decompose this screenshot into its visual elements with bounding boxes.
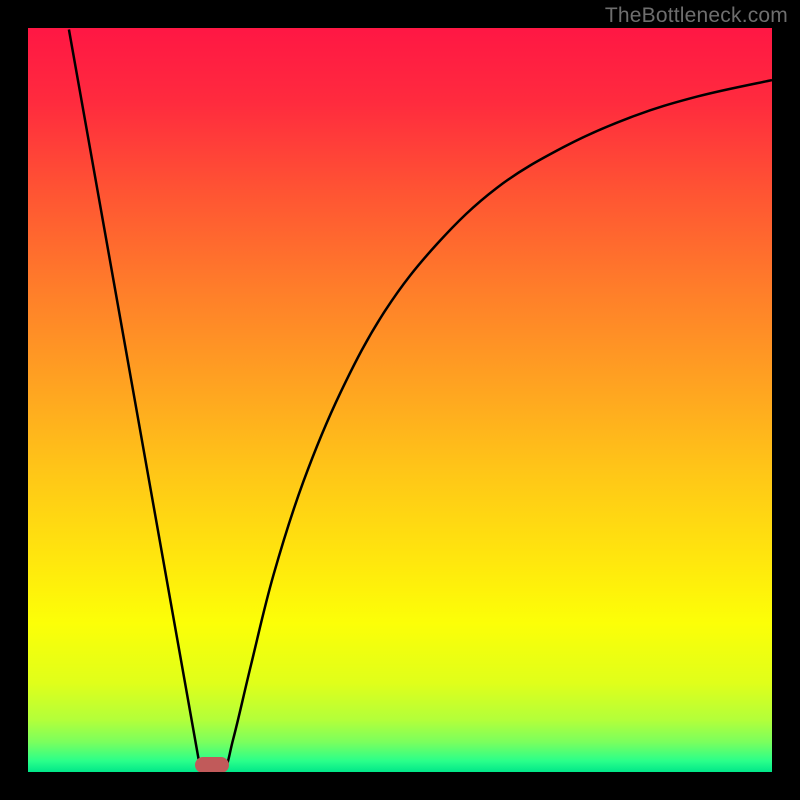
bottleneck-chart: [28, 28, 772, 772]
chart-gradient-background: [28, 28, 772, 772]
watermark-text: TheBottleneck.com: [605, 4, 788, 28]
optimal-point-marker: [195, 757, 229, 772]
